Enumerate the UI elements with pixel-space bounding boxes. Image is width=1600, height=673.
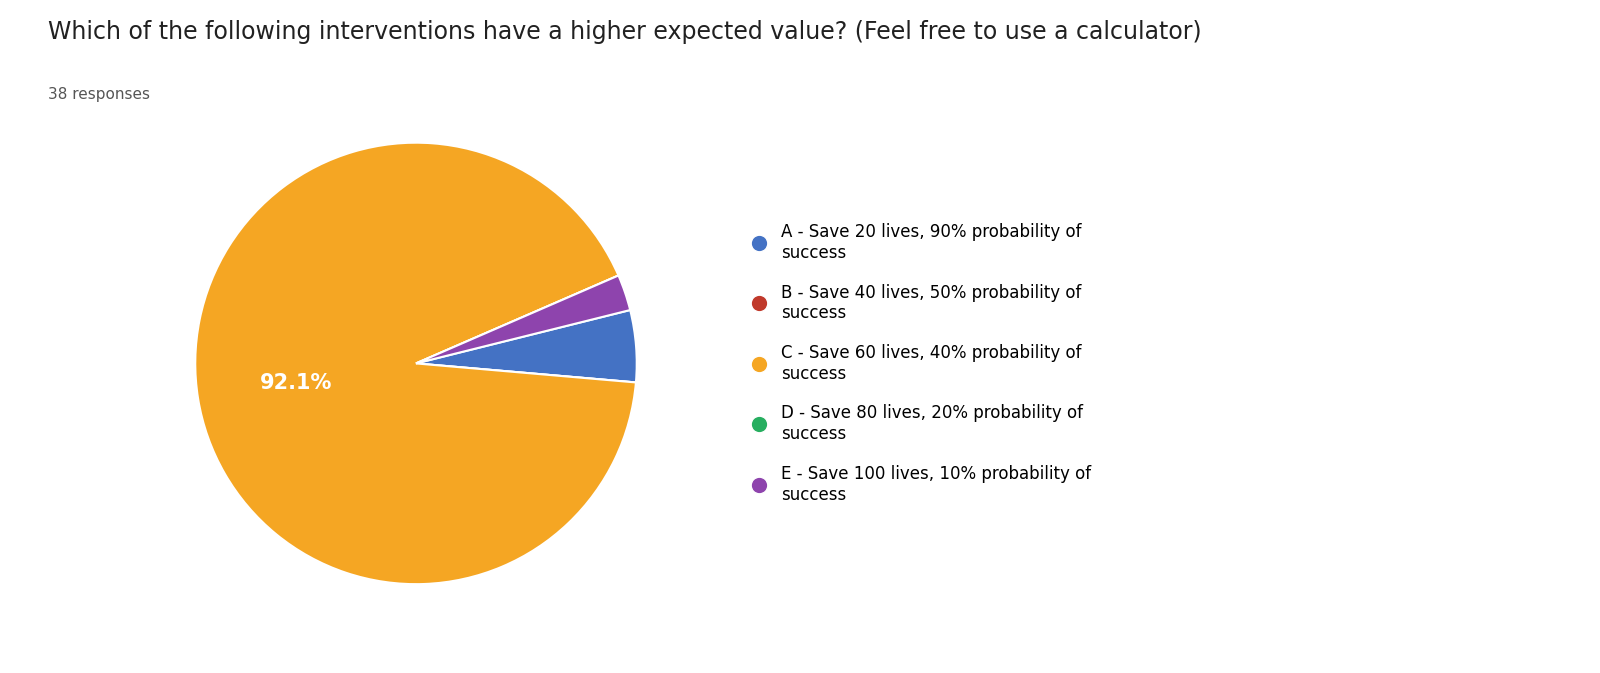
Text: Which of the following interventions have a higher expected value? (Feel free to: Which of the following interventions hav… [48,20,1202,44]
Wedge shape [416,275,630,363]
Text: 38 responses: 38 responses [48,87,150,102]
Wedge shape [416,310,637,382]
Wedge shape [195,143,635,584]
Wedge shape [416,363,635,382]
Text: 92.1%: 92.1% [259,373,333,393]
Wedge shape [416,275,619,363]
Legend: A - Save 20 lives, 90% probability of
success, B - Save 40 lives, 50% probabilit: A - Save 20 lives, 90% probability of su… [744,217,1098,510]
